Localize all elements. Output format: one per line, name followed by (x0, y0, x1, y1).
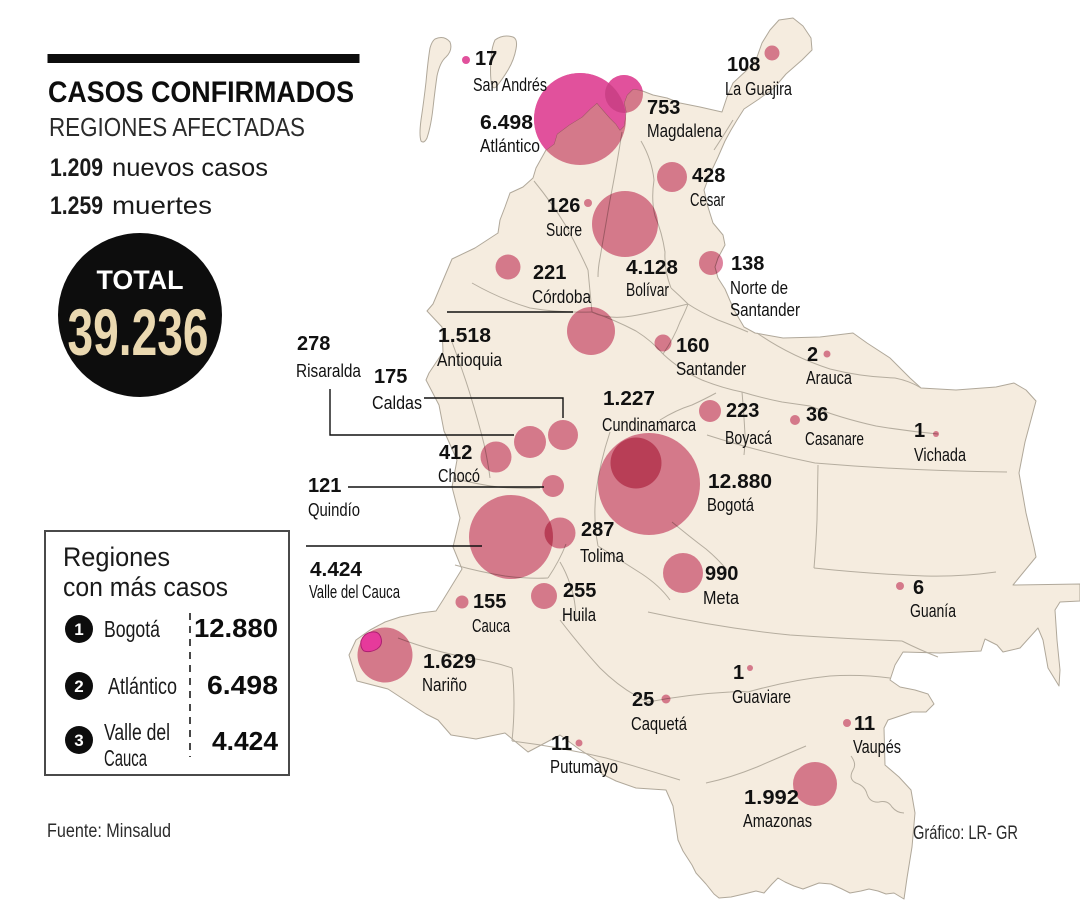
svg-text:4.424: 4.424 (310, 559, 363, 581)
svg-text:1: 1 (733, 662, 744, 684)
svg-text:Cesar: Cesar (690, 190, 725, 210)
svg-text:12.880: 12.880 (194, 613, 278, 643)
svg-text:11: 11 (551, 733, 572, 755)
svg-text:1: 1 (914, 420, 925, 442)
svg-text:2: 2 (74, 677, 83, 696)
svg-text:Guanía: Guanía (910, 601, 957, 621)
svg-text:Cauca: Cauca (472, 616, 511, 636)
svg-text:Atlántico: Atlántico (108, 673, 177, 699)
svg-text:Caldas: Caldas (372, 393, 422, 413)
svg-text:1: 1 (74, 620, 83, 639)
svg-text:Tolima: Tolima (580, 546, 625, 566)
svg-text:Bogotá: Bogotá (707, 495, 755, 515)
svg-text:Vaupés: Vaupés (853, 737, 901, 757)
svg-text:Bolívar: Bolívar (626, 280, 669, 300)
svg-text:Putumayo: Putumayo (550, 757, 618, 777)
svg-text:11: 11 (854, 713, 875, 735)
svg-text:4.424: 4.424 (212, 726, 279, 756)
svg-text:17: 17 (475, 48, 497, 70)
svg-text:3: 3 (74, 731, 83, 750)
svg-text:Chocó: Chocó (438, 466, 480, 486)
svg-text:San Andrés: San Andrés (473, 75, 547, 95)
svg-text:1.518: 1.518 (438, 325, 491, 347)
svg-text:con más casos: con más casos (63, 572, 228, 602)
svg-text:223: 223 (726, 400, 759, 422)
svg-text:138: 138 (731, 253, 764, 275)
svg-text:Norte de: Norte de (730, 278, 788, 298)
svg-text:255: 255 (563, 580, 596, 602)
svg-text:Valle del Cauca: Valle del Cauca (309, 582, 401, 602)
svg-text:REGIONES AFECTADAS: REGIONES AFECTADAS (49, 112, 305, 142)
svg-text:Vichada: Vichada (914, 445, 967, 465)
svg-text:Magdalena: Magdalena (647, 121, 723, 141)
svg-text:Casanare: Casanare (805, 429, 864, 449)
svg-text:Santander: Santander (730, 300, 800, 320)
svg-text:25: 25 (632, 689, 654, 711)
svg-text:Huila: Huila (562, 605, 597, 625)
svg-text:Meta: Meta (703, 588, 740, 608)
svg-text:412: 412 (439, 442, 472, 464)
svg-text:La Guajira: La Guajira (725, 79, 793, 99)
svg-text:6: 6 (913, 577, 924, 599)
svg-text:36: 36 (806, 404, 828, 426)
svg-text:Cauca: Cauca (104, 745, 147, 771)
svg-text:Caquetá: Caquetá (631, 714, 688, 734)
svg-text:Antioquia: Antioquia (437, 350, 503, 370)
svg-text:Atlántico: Atlántico (480, 136, 540, 156)
svg-text:108: 108 (727, 54, 760, 76)
svg-text:Quindío: Quindío (308, 500, 360, 520)
svg-text:Santander: Santander (676, 359, 746, 379)
svg-text:126: 126 (547, 195, 580, 217)
svg-text:287: 287 (581, 519, 614, 541)
svg-text:1.992: 1.992 (744, 787, 799, 809)
svg-text:Guaviare: Guaviare (732, 687, 791, 707)
svg-text:Amazonas: Amazonas (743, 811, 812, 831)
svg-text:Regiones: Regiones (63, 542, 170, 572)
svg-text:Cundinamarca: Cundinamarca (602, 415, 697, 435)
svg-text:278: 278 (297, 333, 330, 355)
svg-text:221: 221 (533, 262, 566, 284)
svg-text:2: 2 (807, 344, 818, 366)
svg-text:Gráfico: LR- GR: Gráfico: LR- GR (913, 823, 1018, 844)
svg-text:155: 155 (473, 591, 506, 613)
svg-text:Nariño: Nariño (422, 675, 467, 695)
svg-text:Sucre: Sucre (546, 220, 582, 240)
svg-text:160: 160 (676, 335, 709, 357)
svg-text:Boyacá: Boyacá (725, 428, 773, 448)
svg-text:Bogotá: Bogotá (104, 616, 160, 642)
svg-text:428: 428 (692, 165, 725, 187)
svg-text:CASOS CONFIRMADOS: CASOS CONFIRMADOS (48, 76, 354, 109)
svg-text:1.629: 1.629 (423, 651, 476, 673)
svg-text:39.236: 39.236 (68, 295, 209, 369)
svg-text:4.128: 4.128 (626, 257, 678, 279)
svg-text:TOTAL: TOTAL (97, 265, 184, 295)
svg-text:753: 753 (647, 97, 680, 119)
svg-text:121: 121 (308, 475, 341, 497)
svg-text:Fuente: Minsalud: Fuente: Minsalud (47, 821, 171, 842)
svg-text:Arauca: Arauca (806, 368, 853, 388)
svg-text:990: 990 (705, 563, 738, 585)
svg-text:1.227: 1.227 (603, 388, 655, 410)
svg-text:175: 175 (374, 366, 407, 388)
svg-text:Valle del: Valle del (104, 719, 170, 745)
svg-text:6.498: 6.498 (480, 112, 533, 134)
svg-text:Risaralda: Risaralda (296, 361, 362, 381)
svg-text:12.880: 12.880 (708, 471, 772, 493)
svg-text:Córdoba: Córdoba (532, 287, 592, 307)
svg-text:6.498: 6.498 (207, 670, 278, 700)
